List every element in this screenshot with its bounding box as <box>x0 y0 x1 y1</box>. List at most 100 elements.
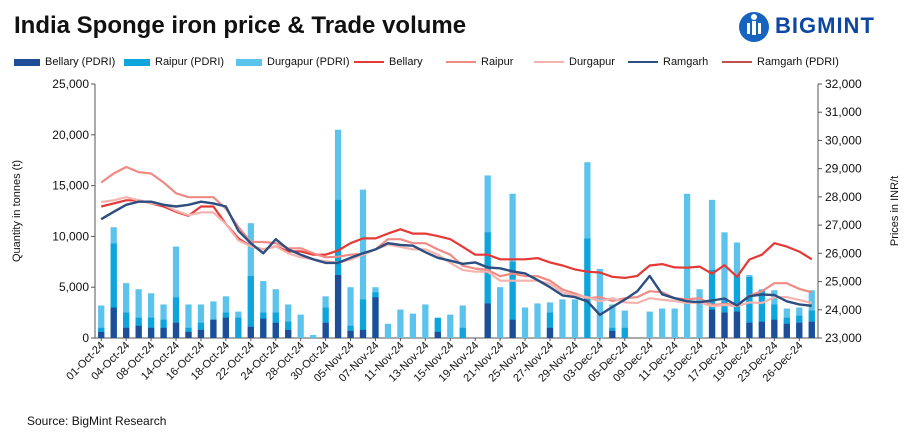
bar-raipur-pdri <box>334 199 342 338</box>
legend-swatch <box>446 61 476 63</box>
bar-raipur-pdri <box>434 317 441 338</box>
bar-durgapur-pdri <box>721 232 728 338</box>
y-tick-label: 5,000 <box>59 280 89 294</box>
bar-raipur-pdri <box>359 299 367 338</box>
bar-durgapur-pdri <box>397 309 404 338</box>
bar-raipur-pdri <box>484 232 491 338</box>
bar-bellary-pdri <box>372 297 379 338</box>
line-bellary <box>100 199 813 279</box>
bar-bellary-pdri <box>758 321 766 338</box>
line-raipur <box>100 165 813 307</box>
bar-durgapur-pdri <box>683 193 691 338</box>
bar-durgapur-pdri <box>447 314 454 338</box>
bar-durgapur-pdri <box>347 287 354 338</box>
y2-tick-label: 28,000 <box>825 190 862 204</box>
bar-bellary-pdri <box>509 319 516 338</box>
bar-bellary-pdri <box>609 330 616 338</box>
legend-item-durgapur-pdri: Durgapur (PDRI) <box>236 56 350 68</box>
bar-bellary-pdri <box>733 311 741 338</box>
legend-label: Bellary <box>389 56 423 68</box>
legend-item-durgapur: Durgapur <box>534 56 615 68</box>
bar-bellary-pdri <box>135 325 142 338</box>
bar-bellary-pdri <box>746 322 753 338</box>
bar-durgapur-pdri <box>646 311 653 338</box>
bar-bellary-pdri <box>147 327 155 338</box>
y2-tick-label: 29,000 <box>825 162 862 176</box>
bar-durgapur-pdri <box>172 246 180 338</box>
bar-durgapur-pdri <box>359 189 367 338</box>
legend-item-ramgarh-pdri: Ramgarh (PDRI) <box>722 56 839 68</box>
bar-durgapur-pdri <box>596 268 603 338</box>
bar-raipur-pdri <box>546 312 554 338</box>
y-tick-label: 25,000 <box>52 77 89 91</box>
y2-tick-label: 23,000 <box>825 331 862 345</box>
y2-tick-label: 24,000 <box>825 303 862 317</box>
bar-durgapur-pdri <box>559 299 566 338</box>
legend-label: Raipur (PDRI) <box>155 56 225 68</box>
legend-swatch <box>14 58 40 66</box>
bigmint-logo-icon <box>739 12 769 42</box>
bar-bellary-pdri <box>98 331 105 338</box>
brand-text: BIGMINT <box>775 13 875 38</box>
y2-tick-label: 32,000 <box>825 77 862 91</box>
bar-durgapur-pdri <box>185 304 192 338</box>
bar-bellary-pdri <box>359 329 367 338</box>
bar-raipur-pdri <box>247 276 254 338</box>
y2-tick-label: 27,000 <box>825 218 862 232</box>
bar-durgapur-pdri <box>297 314 304 338</box>
legend-label: Bellary (PDRI) <box>45 56 116 68</box>
chart-plot-area: 0 5,000 10,000 15,000 20,000 25,000 23,000 24,0… <box>11 77 901 384</box>
bar-raipur-pdri <box>110 243 117 338</box>
bar-bellary-pdri <box>110 307 117 338</box>
legend-item-ramgarh: Ramgarh <box>628 56 708 68</box>
bar-durgapur-pdri <box>285 304 292 338</box>
bar-raipur-pdri <box>621 327 628 338</box>
legend-swatch <box>534 61 564 63</box>
bar-bellary-pdri <box>272 322 279 338</box>
y2-tick-label: 26,000 <box>825 246 862 260</box>
y2-tick-label: 31,000 <box>825 105 862 119</box>
line-ramgarh <box>100 200 812 317</box>
bar-bellary-pdri <box>708 309 716 338</box>
bar-durgapur-pdri <box>422 304 429 338</box>
legend-swatch <box>236 58 262 66</box>
y2-tick-label: 25,000 <box>825 275 862 289</box>
bar-durgapur-pdri <box>135 289 142 338</box>
bar-durgapur-pdri <box>621 310 628 338</box>
bar-raipur-pdri <box>509 261 516 338</box>
chart-legend: Bellary (PDRI) Raipur (PDRI) Durgapur (PDR… <box>14 56 904 72</box>
legend-item-bellary: Bellary <box>354 56 423 68</box>
bar-durgapur-pdri <box>671 308 678 338</box>
bar-raipur-pdri <box>758 290 766 338</box>
legend-item-raipur-pdri: Raipur (PDRI) <box>124 56 224 68</box>
legend-swatch <box>124 58 150 66</box>
y-tick-label: 20,000 <box>52 128 89 142</box>
bar-durgapur-pdri <box>310 334 317 338</box>
bar-durgapur-pdri <box>384 323 392 338</box>
bar-durgapur-pdri <box>98 305 105 338</box>
legend-label: Ramgarh <box>663 56 709 68</box>
y-tick-label: 10,000 <box>52 229 89 243</box>
bar-bellary-pdri <box>247 326 254 338</box>
bar-bellary-pdri <box>123 327 130 338</box>
bar-raipur-pdri <box>235 317 242 338</box>
bar-bellary-pdri <box>322 322 329 338</box>
bar-bellary-pdri <box>197 329 205 338</box>
line-durgapur <box>101 196 813 308</box>
bar-durgapur-pdri <box>534 303 541 338</box>
legend-swatch <box>628 61 658 63</box>
bar-durgapur-pdri <box>197 304 205 338</box>
y-tick-label: 15,000 <box>52 179 89 193</box>
bar-durgapur-pdri <box>708 199 716 338</box>
bar-durgapur-pdri <box>260 281 267 338</box>
bar-durgapur-pdri <box>571 299 579 338</box>
bar-raipur-pdri <box>123 312 130 338</box>
bar-raipur-pdri <box>172 297 180 338</box>
bar-bellary-pdri <box>796 322 803 338</box>
legend-label: Raipur <box>481 56 514 68</box>
bar-durgapur-pdri <box>497 287 504 338</box>
bar-raipur-pdri <box>746 277 753 338</box>
bar-durgapur-pdri <box>459 305 466 338</box>
brand-name: BIGMINT <box>775 13 875 39</box>
bar-bellary-pdri <box>434 331 441 338</box>
